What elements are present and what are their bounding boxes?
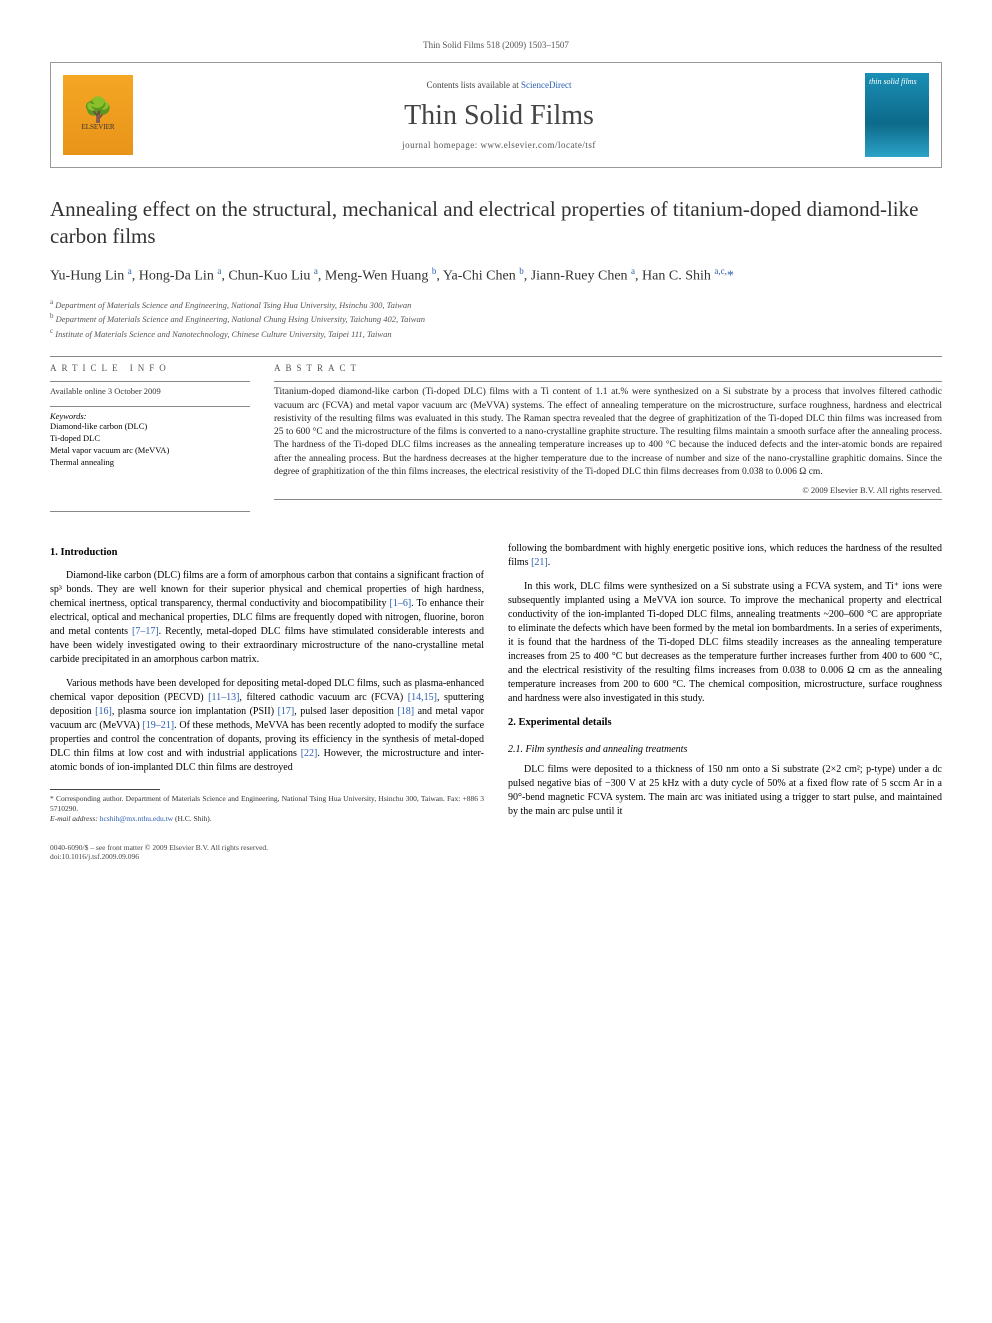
right-para-1: following the bombardment with highly en… [508, 542, 942, 570]
article-info-column: ARTICLE INFO Available online 3 October … [50, 363, 250, 516]
publisher-label: ELSEVIER [81, 123, 114, 131]
section-2-heading: 2. Experimental details [508, 716, 942, 731]
right-column: following the bombardment with highly en… [508, 542, 942, 829]
elsevier-logo: 🌳 ELSEVIER [63, 75, 133, 155]
email-suffix: (H.C. Shih). [173, 814, 212, 823]
journal-title: Thin Solid Films [133, 100, 865, 132]
right-para-2: In this work, DLC films were synthesized… [508, 580, 942, 706]
contents-line: Contents lists available at ScienceDirec… [133, 80, 865, 90]
journal-cover-thumbnail: thin solid films [865, 73, 929, 157]
abstract-copyright: © 2009 Elsevier B.V. All rights reserved… [274, 485, 942, 495]
abstract-column: ABSTRACT Titanium-doped diamond-like car… [274, 363, 942, 516]
footer-left: 0040-6090/$ – see front matter © 2009 El… [50, 843, 268, 861]
abstract-text: Titanium-doped diamond-like carbon (Ti-d… [274, 386, 942, 479]
intro-para-1: Diamond-like carbon (DLC) films are a fo… [50, 569, 484, 667]
author-list: Yu-Hung Lin a, Hong-Da Lin a, Chun-Kuo L… [50, 265, 942, 287]
journal-header-box: 🌳 ELSEVIER Contents lists available at S… [50, 62, 942, 168]
homepage-url[interactable]: www.elsevier.com/locate/tsf [481, 140, 596, 150]
homepage-prefix: journal homepage: [402, 140, 480, 150]
body-columns: 1. Introduction Diamond-like carbon (DLC… [50, 542, 942, 829]
keywords-list: Diamond-like carbon (DLC)Ti-doped DLCMet… [50, 421, 250, 469]
article-title: Annealing effect on the structural, mech… [50, 196, 942, 251]
contents-prefix: Contents lists available at [427, 80, 521, 90]
email-label: E-mail address: [50, 814, 100, 823]
intro-para-2: Various methods have been developed for … [50, 677, 484, 775]
corresponding-author-footnote: * Corresponding author. Department of Ma… [50, 794, 484, 824]
corresponding-email-link[interactable]: hcshih@mx.nthu.edu.tw [100, 814, 173, 823]
article-info-label: ARTICLE INFO [50, 363, 250, 373]
sciencedirect-link[interactable]: ScienceDirect [521, 80, 571, 90]
running-header: Thin Solid Films 518 (2009) 1503–1507 [50, 40, 942, 50]
cover-text: thin solid films [869, 77, 925, 86]
divider [50, 356, 942, 357]
abstract-label: ABSTRACT [274, 363, 942, 373]
available-online: Available online 3 October 2009 [50, 386, 250, 396]
exp-para-1: DLC films were deposited to a thickness … [508, 763, 942, 819]
tree-icon: 🌳 [83, 99, 113, 123]
footnote-corr-text: * Corresponding author. Department of Ma… [50, 794, 484, 813]
journal-homepage: journal homepage: www.elsevier.com/locat… [133, 140, 865, 150]
section-2-1-subheading: 2.1. Film synthesis and annealing treatm… [508, 743, 942, 757]
affiliations: a Department of Materials Science and En… [50, 297, 942, 341]
left-column: 1. Introduction Diamond-like carbon (DLC… [50, 542, 484, 829]
keywords-label: Keywords: [50, 411, 250, 421]
page-footer: 0040-6090/$ – see front matter © 2009 El… [50, 843, 942, 861]
footnote-separator [50, 789, 160, 790]
section-1-heading: 1. Introduction [50, 546, 484, 561]
